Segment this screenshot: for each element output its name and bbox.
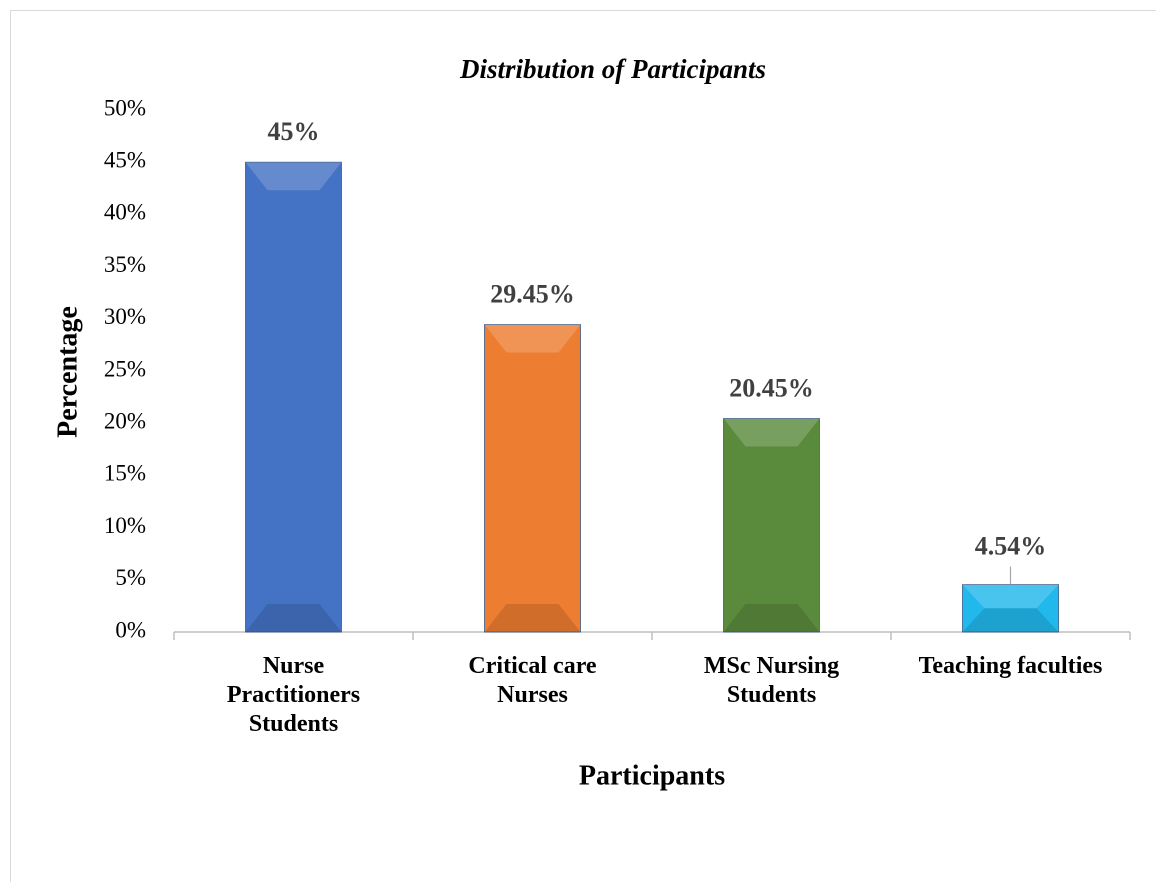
value-label: 29.45%	[490, 280, 575, 309]
x-tick-label: Critical care Nurses	[468, 653, 597, 708]
bar	[484, 324, 581, 633]
bar	[962, 584, 1059, 633]
bar-bevel	[484, 604, 581, 632]
bar-bevel	[245, 162, 342, 191]
bar	[245, 161, 342, 633]
y-tick-label: 25%	[104, 356, 146, 381]
y-tick-label: 15%	[104, 461, 146, 486]
y-tick-label: 40%	[104, 200, 146, 225]
bar-bevel	[723, 604, 820, 632]
x-axis-title: Participants	[579, 760, 725, 791]
x-tick-label: Teaching faculties	[918, 653, 1103, 679]
y-tick-label: 50%	[104, 95, 146, 120]
y-tick-label: 30%	[104, 304, 146, 329]
x-tick-label: Nurse Practitioners Students	[226, 653, 361, 737]
bar-bevel	[245, 604, 342, 632]
bar	[723, 418, 820, 633]
chart-title: Distribution of Participants	[459, 54, 766, 84]
bar-bevel	[962, 584, 1059, 609]
y-tick-label: 5%	[115, 565, 146, 590]
y-tick-label: 35%	[104, 252, 146, 277]
bar-bevel	[723, 418, 820, 447]
x-tick-label: MSc Nursing Students	[703, 653, 840, 708]
y-tick-label: 0%	[115, 617, 146, 642]
value-label: 4.54%	[975, 532, 1047, 561]
value-label: 45%	[268, 117, 320, 146]
y-tick-label: 20%	[104, 408, 146, 433]
chart-frame	[10, 10, 1156, 882]
y-tick-label: 45%	[104, 147, 146, 172]
value-label: 20.45%	[729, 373, 814, 402]
bar-bevel	[484, 324, 581, 353]
bar-bevel	[962, 608, 1059, 632]
y-axis-title: Percentage	[52, 306, 83, 438]
y-tick-label: 10%	[104, 513, 146, 538]
